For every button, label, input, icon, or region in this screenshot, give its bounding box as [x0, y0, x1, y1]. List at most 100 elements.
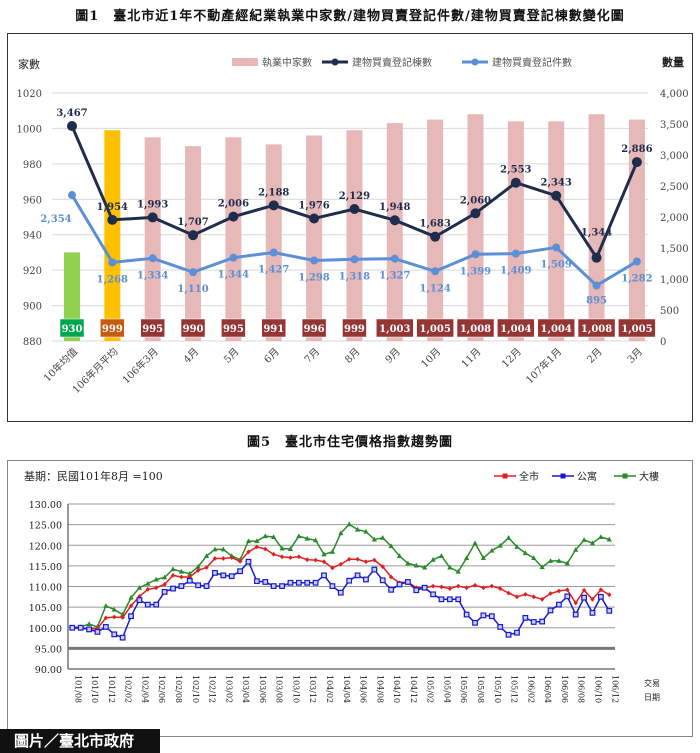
data-point [355, 556, 360, 562]
bar-label-box [537, 318, 575, 338]
chart1-title: 圖1 臺北市近1年不動產經紀業執業中家數/建物買賣登記件數/建物買賣登記棟數變化… [75, 9, 625, 24]
line-point [591, 252, 602, 263]
bar-label-box [140, 318, 165, 338]
data-point [220, 572, 227, 579]
data-point [455, 568, 461, 574]
x-tick-label: 103/08 [275, 675, 284, 703]
bar [185, 146, 202, 341]
x-tick-label: 103/10 [291, 675, 300, 703]
data-point [329, 549, 335, 554]
line-data-label: 2,129 [339, 191, 370, 202]
y-tick-label: 110.00 [29, 583, 62, 594]
data-point [111, 606, 117, 612]
data-point [128, 613, 134, 620]
x-tick-label: 102/02 [124, 675, 133, 703]
data-point [204, 565, 209, 570]
x-tick-label: 10年均值 [41, 345, 80, 384]
data-point [573, 600, 578, 606]
x-tick-label: 5月 [221, 346, 241, 366]
data-point [456, 583, 461, 589]
data-point [522, 550, 528, 556]
line-data-label: 2,188 [258, 187, 289, 198]
data-point [212, 546, 218, 552]
line-point [147, 212, 158, 223]
bar-data-label: 995 [223, 324, 244, 335]
data-point [153, 601, 160, 608]
data-point [203, 553, 210, 558]
data-point [253, 578, 260, 585]
line-data-label: 1,399 [460, 266, 491, 277]
x-tick-label: 102/08 [174, 675, 183, 703]
data-point [262, 579, 269, 585]
line-point [390, 254, 399, 263]
line-point [229, 253, 238, 262]
bar-label-box [59, 318, 85, 338]
line-data-label: 1,509 [541, 259, 572, 270]
x-axis-label: 日期 [644, 693, 660, 702]
data-point [338, 530, 344, 536]
data-point [346, 521, 352, 527]
data-point [136, 597, 143, 604]
y-left-tick-label: 960 [23, 195, 42, 206]
data-point [313, 537, 319, 543]
data-point [597, 593, 604, 600]
x-tick-label: 103/04 [241, 675, 250, 703]
data-point [547, 558, 554, 563]
x-tick-label: 104/10 [392, 675, 401, 703]
data-point [565, 587, 570, 593]
y-tick-label: 100.00 [29, 624, 62, 635]
data-point [607, 592, 612, 598]
x-tick-label: 2月 [585, 346, 605, 366]
line-point [268, 200, 279, 211]
chart2-frame [7, 460, 693, 737]
y-left-tick-label: 980 [23, 160, 42, 171]
bar-data-label: 1,005 [621, 324, 652, 335]
data-point [598, 587, 604, 593]
y-tick-label: 130.00 [29, 500, 62, 511]
data-point [195, 582, 202, 589]
x-tick-label: 103/12 [308, 675, 317, 703]
data-point [195, 568, 201, 573]
x-tick-label: 105/04 [442, 675, 451, 703]
data-point [413, 587, 420, 594]
data-point [405, 560, 411, 566]
legend-swatch [232, 58, 258, 66]
line-point [430, 231, 441, 242]
line-data-label: 1,334 [137, 270, 168, 281]
bar-label-box [577, 318, 616, 338]
line-data-label: 2,553 [500, 165, 531, 176]
line-point [68, 191, 76, 200]
x-tick-label: 3月 [625, 346, 645, 366]
data-point [329, 583, 336, 589]
y-right-tick-label: 1,000 [660, 275, 689, 286]
x-tick-label: 6月 [262, 346, 282, 366]
bar [346, 130, 363, 341]
data-point [295, 579, 302, 586]
legend-marker [560, 473, 566, 479]
data-point [371, 536, 377, 542]
bar-data-label: 1,005 [419, 324, 450, 335]
data-point [245, 558, 252, 565]
y-left-axis-label: 家數 [18, 57, 40, 71]
data-point [564, 593, 571, 600]
data-point [372, 557, 377, 563]
data-point [161, 588, 168, 595]
data-point [271, 534, 277, 539]
image-credit: 圖片／臺北市政府 [0, 729, 160, 753]
x-tick-label: 8月 [343, 346, 363, 366]
data-point [304, 579, 311, 586]
data-point [270, 583, 277, 589]
bar-label-box [301, 318, 327, 338]
line-point [189, 268, 198, 277]
x-axis-label: 交易 [644, 678, 660, 688]
line-point [631, 157, 642, 168]
data-point [464, 555, 470, 561]
y-tick-label: 115.00 [29, 562, 62, 573]
line-data-label: 2,354 [40, 214, 71, 225]
data-point [530, 619, 537, 625]
data-point [472, 540, 478, 546]
data-point [279, 554, 285, 560]
data-point [481, 585, 486, 591]
data-point [380, 564, 385, 570]
x-tick-label: 101/10 [90, 675, 99, 703]
